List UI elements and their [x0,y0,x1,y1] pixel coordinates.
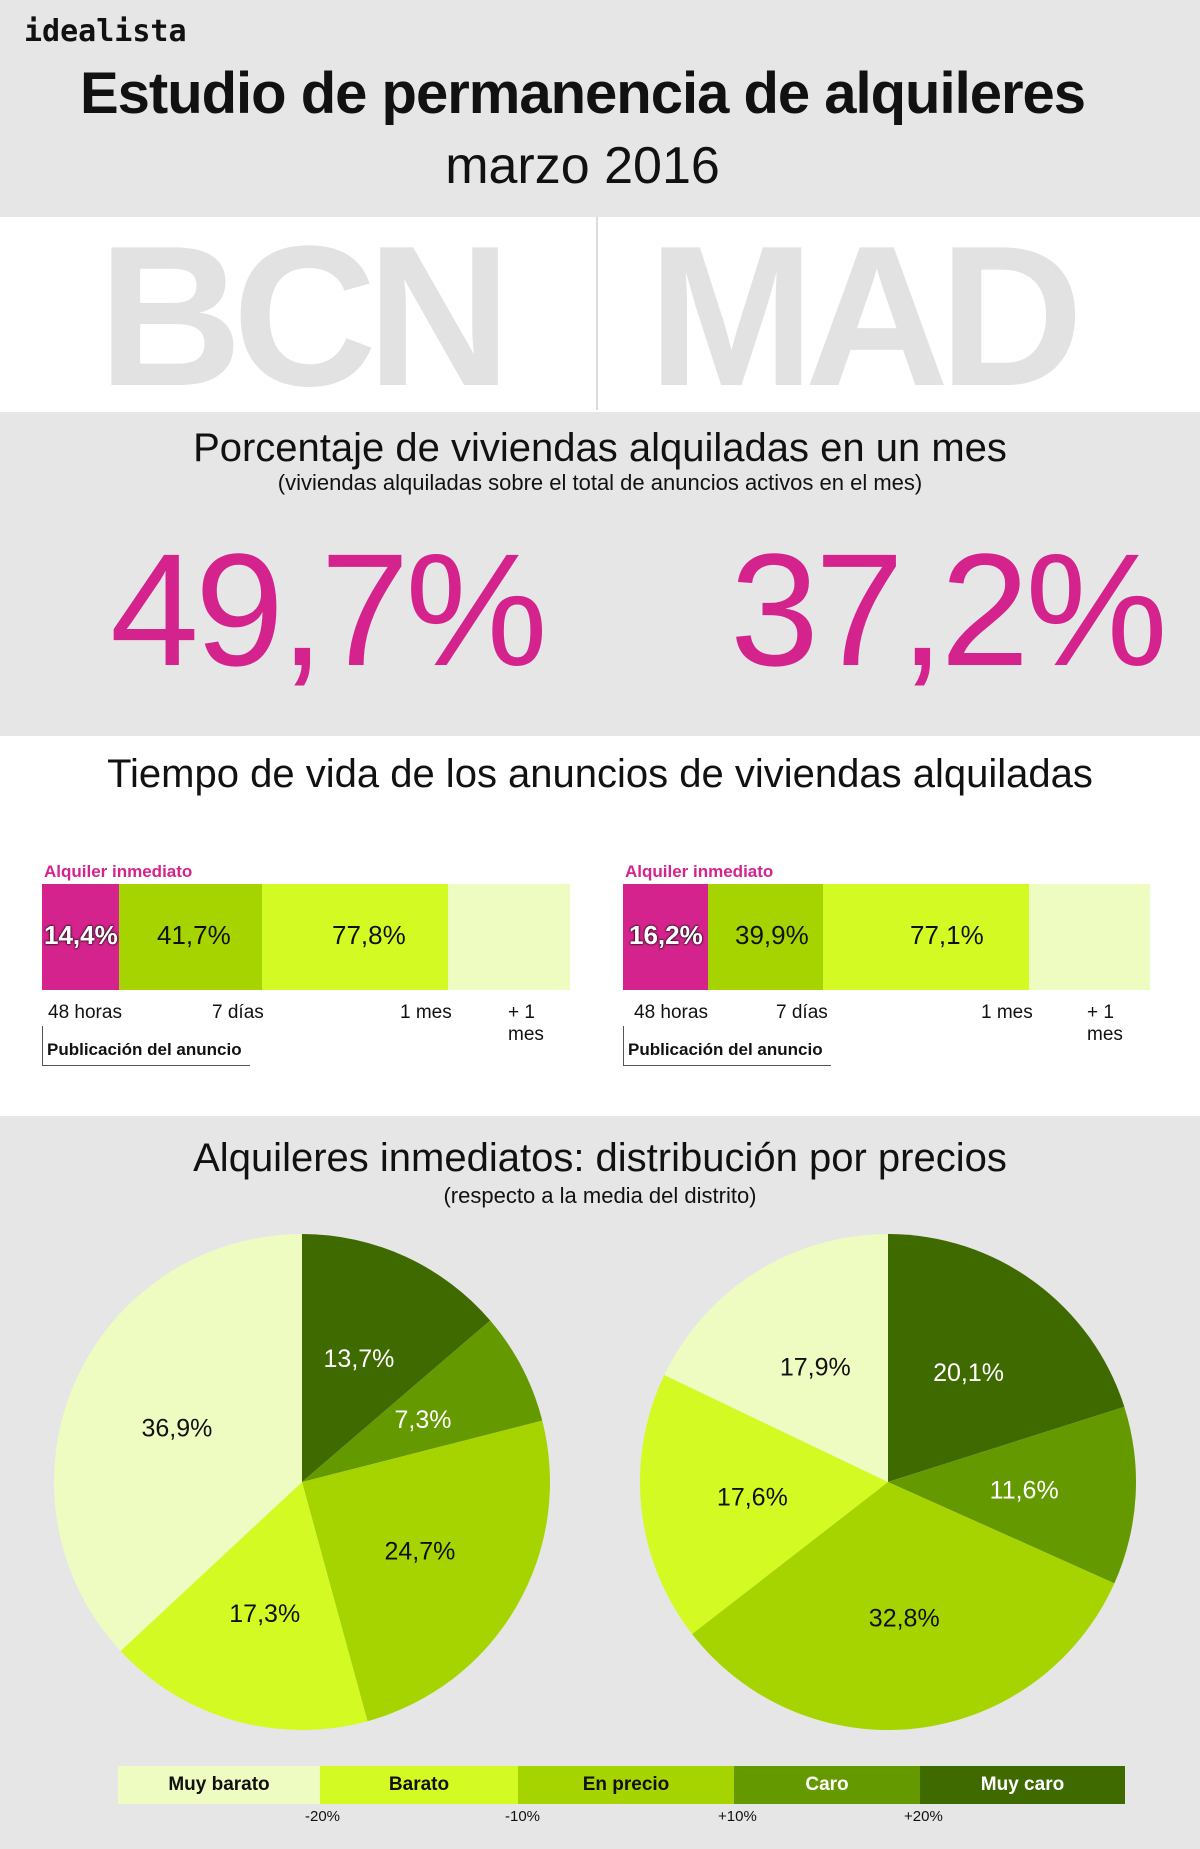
rent-pct-mad: 37,2% [730,520,1168,699]
prices-subtitle: (respecto a la media del distrito) [443,1183,757,1208]
tick-plus-1m: + 1 mes [508,1002,544,1045]
pie-slice-label: 20,1% [933,1359,1004,1387]
legend-item: Muy barato [118,1766,320,1804]
rent-pct-band [0,412,1200,736]
timeline-segment [42,884,119,990]
legend-item: Barato [320,1766,518,1804]
timeline-bcn: Alquiler inmediato 14,4% 41,7% 77,8% 48 ho… [42,862,572,1066]
logo: idealista [24,14,187,49]
pie-slice-label: 32,8% [869,1604,940,1632]
pie-slice-label: 17,3% [229,1600,300,1628]
legend-tick-label: -10% [505,1808,541,1825]
legend-item: En precio [518,1766,734,1804]
pie-slice-label: 11,6% [990,1477,1059,1505]
pie-slice [302,1234,491,1482]
timeline-mad: Alquiler inmediato 16,2% 39,9% 77,1% 48 ho… [623,862,1153,1066]
pie-slice [54,1234,302,1652]
pie-mad: 20,1% 11,6% 32,8% 17,6% 17,9% [640,1234,1136,1730]
lifetime-title: Tiempo de vida de los anuncios de vivien… [107,752,1093,796]
header-band [0,0,1200,217]
city-divider [596,217,598,410]
publication-label: Publicación del anuncio [42,1026,250,1066]
rent-pct-bcn: 49,7% [110,520,548,699]
tick-plus-1m: + 1 mes [1087,1002,1123,1045]
legend-item: Muy caro [920,1766,1125,1804]
pie-slice [888,1234,1125,1482]
timeline-value-label: 77,1% [910,920,984,950]
timeline-segment [262,884,448,990]
pie-slice [640,1374,888,1635]
timeline-value-label: 41,7% [157,920,231,950]
pie-slice-label: 7,3% [395,1406,452,1434]
pie-slice [888,1406,1136,1584]
rent-pct-title: Porcentaje de viviendas alquiladas en un… [193,426,1007,470]
timeline-label: Alquiler inmediato [44,862,193,881]
legend-item: Caro [734,1766,920,1804]
pie-slice [302,1320,543,1482]
page-subtitle: marzo 2016 [445,137,720,195]
pie-slice-label: 17,9% [780,1354,851,1382]
city-mad: MAD [648,205,1083,428]
tick-1m: 1 mes [400,1002,452,1023]
timeline-segment [823,884,1029,990]
legend-tick-label: +10% [718,1808,757,1825]
tick-48h: 48 horas [634,1002,708,1023]
timeline-segment [119,884,262,990]
timeline-segment [708,884,823,990]
page-title: Estudio de permanencia de alquileres [79,61,1086,126]
pie-slice-label: 36,9% [141,1415,212,1443]
timeline-value-label: 14,4% [44,920,118,950]
pie-slice [692,1482,1115,1730]
pie-slice-label: 13,7% [324,1345,395,1373]
legend-tick-label: +20% [904,1808,943,1825]
timeline-segment [448,884,570,990]
legend-tick-label: -20% [305,1808,341,1825]
pie-slice [664,1234,888,1482]
timeline-label: Alquiler inmediato [625,862,774,881]
prices-title: Alquileres inmediatos: distribución por … [193,1136,1007,1180]
pie-slice [120,1482,368,1730]
pie-slice-label: 17,6% [717,1484,788,1512]
pie-slice [302,1420,550,1722]
tick-48h: 48 horas [48,1002,122,1023]
pie-slice-label: 24,7% [384,1538,455,1566]
timeline-segment [623,884,708,990]
publication-label: Publicación del anuncio [623,1026,831,1066]
tick-7d: 7 días [212,1002,264,1023]
timeline-value-label: 16,2% [629,920,703,950]
timeline-segment [1029,884,1150,990]
pie-bcn: 13,7% 7,3% 24,7% 17,3% 36,9% [54,1234,550,1730]
cities-band [0,217,1200,412]
rent-pct-subtitle: (viviendas alquiladas sobre el total de … [277,470,923,495]
timeline-value-label: 77,8% [332,920,406,950]
tick-7d: 7 días [776,1002,828,1023]
city-bcn: BCN [98,205,511,428]
tick-1m: 1 mes [981,1002,1033,1023]
timeline-value-label: 39,9% [735,920,809,950]
